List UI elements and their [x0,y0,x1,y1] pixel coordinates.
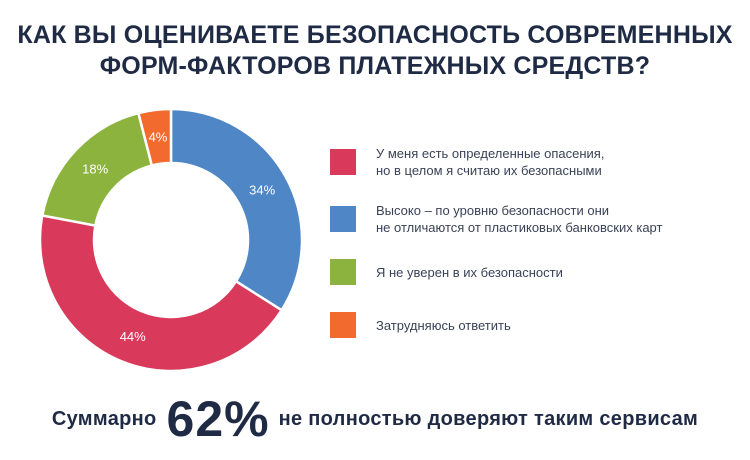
donut-slices [38,107,304,373]
legend-item-not-sure: Я не уверен в их безопасности [330,259,563,285]
legend-label-line: Затрудняюсь ответить [376,317,511,333]
legend-swatch-not-sure [330,259,356,285]
chart-title-line-1: КАК ВЫ ОЦЕНИВАЕТЕ БЕЗОПАСНОСТЬ СОВРЕМЕНН… [17,21,733,49]
summary-prefix: Суммарно [51,407,157,430]
legend-swatch-high [330,206,356,232]
legend-item-high: Высоко – по уровню безопасности они не о… [330,202,662,236]
legend-label-line: У меня есть определенные опасения, [376,146,605,161]
legend-label-high: Высоко – по уровню безопасности они не о… [376,202,662,236]
legend-label-line: но в целом я считаю их безопасными [376,163,602,178]
donut-data-labels: 34% 44% 18% 4% [82,129,275,344]
donut-data-label-1: 44% [120,329,146,344]
legend-item-hard-to-say: Затрудняюсь ответить [330,312,511,338]
legend-label-hard-to-say: Затрудняюсь ответить [376,317,511,334]
legend-label-line: Я не уверен в их безопасности [376,264,563,280]
donut-slice-1 [38,213,284,373]
legend-swatch-hard-to-say [330,312,356,338]
donut-data-label-2: 18% [82,161,108,176]
legend-label-not-sure: Я не уверен в их безопасности [376,264,563,281]
donut-data-label-3: 4% [149,129,168,144]
legend-swatch-concerns [330,149,356,175]
donut-slice-3 [136,107,173,167]
legend-label-line: Высоко – по уровню безопасности они [376,203,610,218]
donut-slice-0 [169,107,304,312]
legend-label-concerns: У меня есть определенные опасения, но в … [376,145,604,179]
legend-label-line: не отличаются от пластиковых банковских … [376,220,663,235]
summary-suffix: не полностью доверяют таким сервисам [278,407,699,430]
summary-highlight-value: 62% [166,391,270,447]
chart-title: КАК ВЫ ОЦЕНИВАЕТЕ БЕЗОПАСНОСТЬ СОВРЕМЕНН… [0,20,750,82]
summary-footer: Суммарно 62% не полностью доверяют таким… [0,388,750,450]
donut-data-label-0: 34% [249,182,275,197]
legend-item-concerns: У меня есть определенные опасения, но в … [330,145,604,179]
chart-title-line-2: ФОРМ-ФАКТОРОВ ПЛАТЕЖНЫХ СРЕДСТВ? [99,52,651,80]
